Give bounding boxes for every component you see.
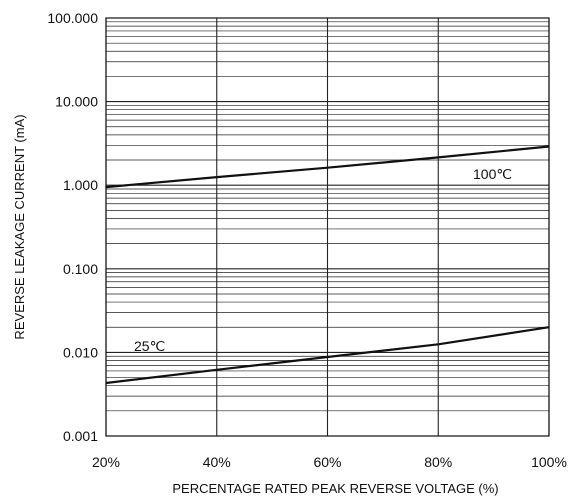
series-lines — [105, 145, 550, 385]
x-tick-label: 20% — [92, 454, 120, 470]
y-tick-label: 0.100 — [63, 261, 98, 277]
series-label: 100℃ — [473, 166, 512, 182]
y-tick-label: 100.000 — [47, 10, 98, 26]
x-tick-label: 60% — [313, 454, 341, 470]
x-axis-title: PERCENTAGE RATED PEAK REVERSE VOLTAGE (%… — [172, 481, 498, 496]
x-tick-label: 40% — [203, 454, 231, 470]
y-tick-label: 1.000 — [63, 177, 98, 193]
y-axis-title: REVERSE LEAKAGE CURRENT (mA) — [12, 114, 27, 339]
series-label: 25℃ — [134, 338, 165, 354]
y-tick-label: 0.010 — [63, 344, 98, 360]
x-tick-label: 80% — [424, 454, 452, 470]
x-tick-labels: 20% 40% 60% 80% 100% — [92, 454, 567, 470]
series-line — [105, 326, 550, 385]
plot-frame — [105, 17, 550, 437]
y-tick-label: 0.001 — [63, 428, 98, 444]
y-tick-label: 10.000 — [55, 94, 98, 110]
y-tick-labels: 0.001 0.010 0.100 1.000 10.000 100.000 — [47, 10, 98, 444]
series-line — [105, 145, 550, 189]
series-labels: 100℃ 25℃ — [134, 166, 512, 354]
x-tick-label: 100% — [531, 454, 567, 470]
